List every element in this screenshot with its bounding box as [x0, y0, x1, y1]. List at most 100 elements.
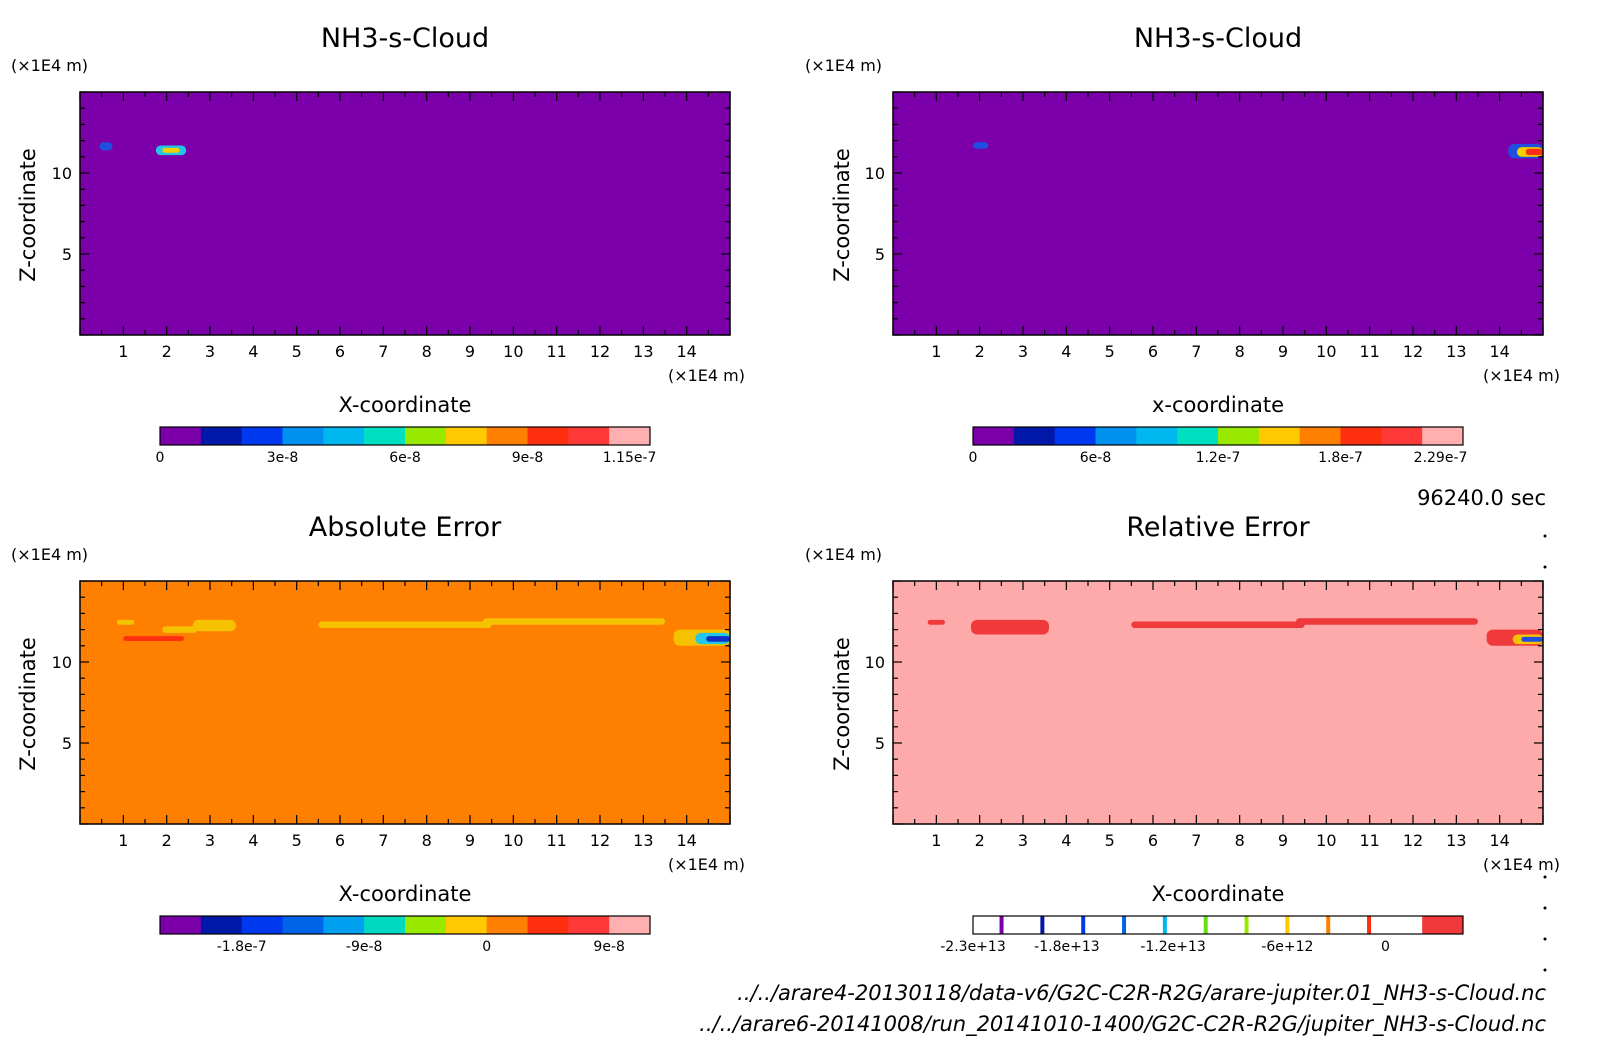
contour-region: [123, 636, 184, 641]
panel-title: Relative Error: [1126, 512, 1310, 543]
colorbar-label: 1.15e-7: [603, 450, 657, 466]
panel-title: NH3-s-Cloud: [1134, 23, 1302, 54]
colorbar-segment: [527, 427, 569, 445]
colorbar-segment: [1095, 427, 1137, 445]
x-tick-label: 10: [503, 831, 523, 850]
x-tick-label: 10: [503, 342, 523, 361]
colorbar-segment: [1422, 427, 1464, 445]
x-tick-label: 6: [1148, 831, 1158, 850]
colorbar-segment: [1299, 427, 1341, 445]
colorbar-segment: [405, 427, 447, 445]
y-axis-label: Z-coordinate: [830, 637, 854, 771]
contour-region: [99, 142, 113, 151]
colorbar-segment: [241, 427, 283, 445]
contour-region: [706, 636, 730, 642]
x-tick-label: 4: [1061, 342, 1071, 361]
colorbar-segment: [445, 916, 488, 934]
x-axis-label: X-coordinate: [1152, 882, 1285, 906]
x-tick-label: 6: [1148, 342, 1158, 361]
x-tick-label: 13: [633, 342, 653, 361]
x-tick-label: 13: [1446, 831, 1466, 850]
x-tick-label: 2: [162, 342, 172, 361]
time-label: 96240.0 sec: [1417, 486, 1546, 510]
panel-absolute-error: Absolute Error (×1E4 m) 1 2 3 4 5 6 7 8 9 10 11 12 1…: [11, 512, 745, 955]
x-tick-label: 11: [1359, 342, 1379, 361]
x-tick-label: 4: [1061, 831, 1071, 850]
y-axis-label: Z-coordinate: [16, 148, 40, 282]
margin-dot: [1543, 968, 1547, 972]
colorbar-segment: [160, 427, 202, 445]
x-tick-label: 1: [118, 831, 128, 850]
panel-nh3-cloud-2: NH3-s-Cloud (×1E4 m) 1 2 3 4 5 6 7 8 9 10 11 12 13 14…: [805, 23, 1560, 466]
x-tick-label: 8: [422, 342, 432, 361]
x-tick-label: 1: [931, 342, 941, 361]
x-tick-label: 5: [1105, 831, 1115, 850]
colorbar-segment: [527, 916, 569, 934]
colorbar-segment: [486, 427, 528, 445]
x-axis-label: X-coordinate: [339, 882, 472, 906]
x-unit-label: (×1E4 m): [668, 855, 745, 874]
margin-dot: [1543, 534, 1547, 538]
x-tick-label: 7: [378, 342, 388, 361]
colorbar-level-line: [1040, 916, 1045, 934]
field-background: [80, 581, 730, 824]
colorbar-segment: [405, 916, 447, 934]
colorbar-label: -6e+12: [1261, 939, 1313, 955]
colorbar-segment: [1422, 916, 1464, 934]
x-tick-label: 2: [975, 831, 985, 850]
colorbar-segment: [1054, 916, 1096, 934]
colorbar-segment: [1013, 427, 1056, 445]
colorbar-segment: [282, 916, 324, 934]
x-tick-label: 7: [378, 831, 388, 850]
contour-region: [1521, 636, 1543, 642]
colorbar: -2.3e+13 -1.8e+13 -1.2e+13 -6e+12 0: [940, 915, 1464, 955]
field-background: [893, 581, 1543, 824]
colorbar-segment: [609, 916, 651, 934]
colorbar-frame: [972, 426, 1464, 446]
field-background: [893, 92, 1543, 335]
colorbar-segment: [282, 427, 324, 445]
x-tick-label: 9: [1278, 831, 1288, 850]
x-tick-label: 6: [335, 342, 345, 361]
source-file-1: ../../arare4-20130118/data-v6/G2C-C2R-R2…: [737, 981, 1546, 1006]
field-background: [80, 92, 730, 335]
colorbar-segment: [1340, 427, 1382, 445]
panel-relative-error: Relative Error (×1E4 m) 1 2 3 4 5 6 7 8 9 10 11 12 1…: [805, 512, 1560, 955]
colorbar-segment: [364, 427, 406, 445]
colorbar-segment: [200, 427, 243, 445]
contour-region: [927, 619, 945, 625]
colorbar-label: 3e-8: [267, 450, 298, 466]
colorbar-segment: [445, 427, 488, 445]
colorbar-frame: [159, 426, 651, 446]
colorbar-segment: [1136, 916, 1178, 934]
colorbar-level-line: [1367, 916, 1372, 934]
colorbar-segment: [486, 916, 528, 934]
y-axis-label: Z-coordinate: [830, 148, 854, 282]
panel-nh3-cloud-1: NH3-s-Cloud (×1E4 m) 1 2 3 4 5 6 7 8 9 10 11 12 13 14…: [11, 23, 745, 466]
colorbar-segment: [973, 427, 1015, 445]
x-tick-label: 2: [162, 831, 172, 850]
source-file-2: ../../arare6-20141008/run_20141010-1400/…: [699, 1012, 1546, 1037]
x-tick-label: 6: [335, 831, 345, 850]
colorbar-level-line: [999, 916, 1004, 934]
colorbar-segment: [568, 427, 610, 445]
colorbar-frame: [972, 915, 1464, 935]
colorbar-label: -1.8e-7: [217, 939, 267, 955]
colorbar-segment: [1013, 916, 1056, 934]
colorbar-segment: [1095, 916, 1137, 934]
y-tick-label: 10: [865, 653, 885, 672]
x-tick-label: 4: [248, 831, 258, 850]
y-tick-label: 5: [875, 734, 885, 753]
x-tick-label: 4: [248, 342, 258, 361]
margin-dot: [1543, 565, 1547, 569]
colorbar-segment: [200, 916, 243, 934]
x-tick-label: 8: [1235, 342, 1245, 361]
colorbar-level-line: [1285, 916, 1290, 934]
x-tick-label: 10: [1316, 342, 1336, 361]
margin-dots: [1543, 534, 1547, 972]
colorbar-segment: [1177, 427, 1219, 445]
y-tick-label: 10: [865, 164, 885, 183]
